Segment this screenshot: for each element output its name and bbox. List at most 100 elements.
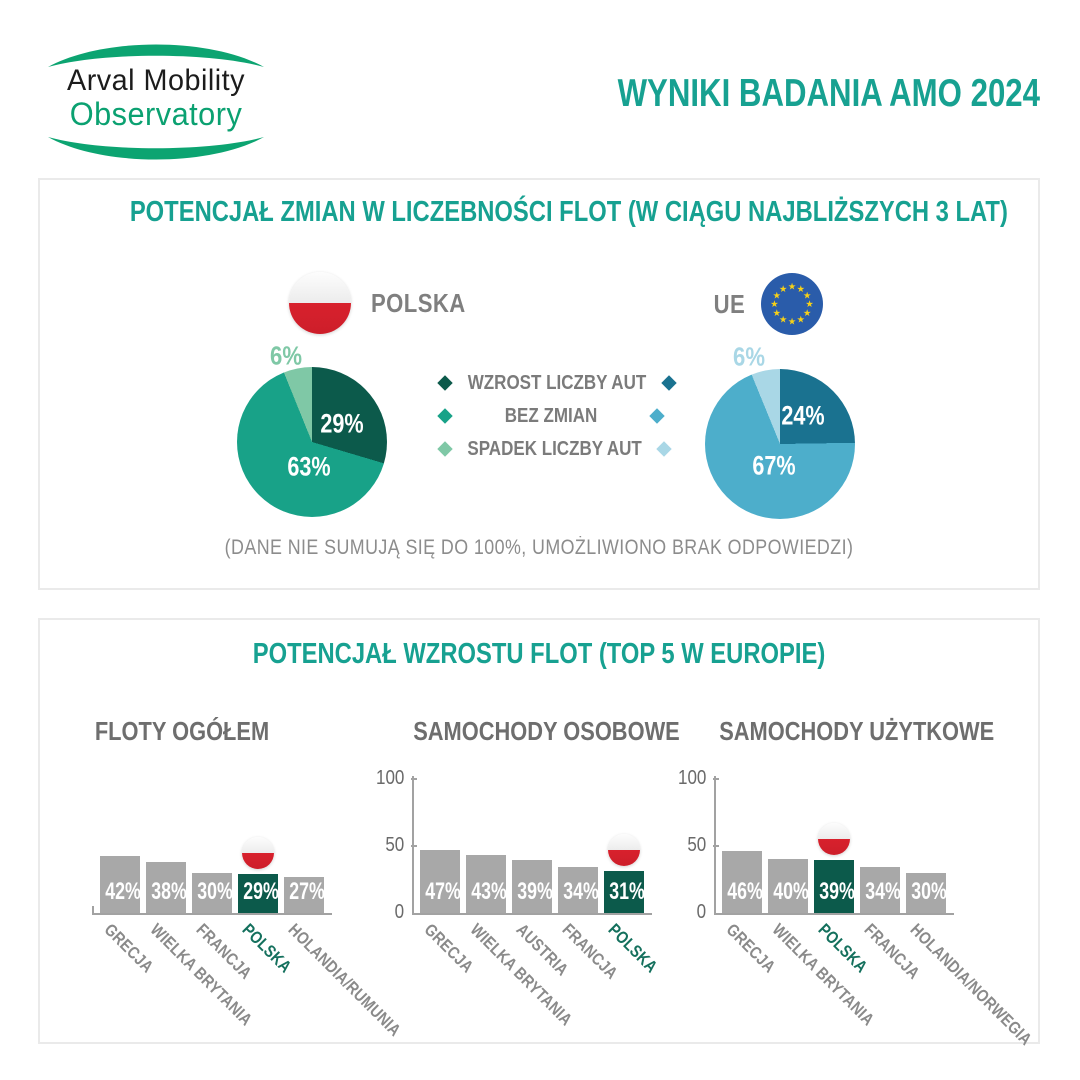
legend-diamond-poland-dark: [437, 375, 453, 391]
chart-title-floty-ogolem: FLOTY OGÓŁEM: [94, 716, 270, 746]
arval-mobility-observatory-logo: Arval Mobility Observatory: [40, 40, 272, 164]
panel-fleet-change-potential: POTENCJAŁ ZMIAN W LICZEBNOŚCI FLOT (W CI…: [38, 178, 1040, 590]
page-title: WYNIKI BADANIA AMO 2024: [617, 72, 1040, 115]
x-label: GRECJA: [420, 920, 478, 977]
svg-text:★: ★: [773, 308, 781, 319]
panel2-title: POTENCJAŁ WZROSTU FLOT (TOP 5 W EUROPIE): [252, 638, 826, 670]
poland-label: POLSKA: [371, 287, 466, 318]
chart-title-samochody-osobowe: SAMOCHODY OSOBOWE: [413, 716, 680, 746]
eu-label: UE: [713, 288, 746, 319]
y-tick-label: 100: [375, 767, 404, 789]
bar-value-label: 34%: [865, 878, 901, 905]
bar-value-label: 39%: [517, 878, 553, 905]
pie-legend: WZROST LICZBY AUT BEZ ZMIAN SPADEK LICZB…: [437, 370, 677, 469]
y-tick-label: 100: [677, 767, 706, 789]
legend-diamond-eu-light: [656, 441, 672, 457]
bar-wielka-brytania: 40%: [768, 859, 809, 913]
legend-row: WZROST LICZBY AUT: [437, 370, 677, 396]
logo-arcs-icon: [48, 44, 264, 160]
bar-value-label: 47%: [425, 878, 461, 905]
bar-value-label: 34%: [563, 878, 599, 905]
pie-eu-outside-value: 6%: [733, 341, 765, 372]
svg-text:★: ★: [806, 299, 814, 310]
bar-holandia-rumunia: 27%: [284, 876, 325, 913]
legend-row: BEZ ZMIAN: [437, 403, 665, 429]
bar-chart-samochody-uzytkowe: 100 50 0 46% 40% 39% 34% 30%: [678, 768, 954, 922]
bar-polska: 29%: [238, 836, 279, 913]
bars-group: 46% 40% 39% 34% 30%: [722, 823, 947, 913]
axis-tick: [92, 906, 94, 913]
bar-francja: 34%: [860, 867, 901, 913]
legend-row: SPADEK LICZBY AUT: [437, 436, 672, 462]
bar-francja: 34%: [558, 867, 599, 913]
svg-text:★: ★: [773, 290, 781, 301]
bar-grecja: 46%: [722, 850, 763, 913]
bar-chart-floty-ogolem: 42% 38% 30% 29% 27%: [92, 778, 332, 915]
pie-poland-outside-value: 6%: [270, 340, 302, 371]
logo-text-line1: Arval Mobility: [67, 64, 245, 97]
svg-text:★: ★: [797, 314, 805, 325]
pie-chart-poland: 29% 63%: [237, 367, 387, 517]
y-tick-label: 50: [385, 834, 404, 856]
axis-tick: [411, 845, 417, 847]
bar-wielka-brytania: 43%: [466, 854, 507, 913]
bar-polska: 39%: [814, 823, 855, 913]
svg-text:★: ★: [797, 284, 805, 295]
x-label: GRECJA: [100, 920, 158, 977]
pie-poland-segment-value: 29%: [320, 408, 364, 439]
x-axis-line: [412, 913, 652, 915]
x-label: HOLANDIA/NORWEGIA: [906, 920, 1036, 1050]
svg-text:★: ★: [779, 314, 787, 325]
svg-text:★: ★: [803, 308, 811, 319]
svg-text:★: ★: [770, 299, 778, 310]
bar-value-label: 38%: [151, 878, 187, 905]
bar-value-label: 30%: [197, 878, 233, 905]
bars-group: 42% 38% 30% 29% 27%: [100, 836, 325, 913]
y-tick-label: 0: [394, 901, 404, 923]
pie-eu-segment-value: 67%: [752, 450, 796, 481]
bar-wielka-brytania: 38%: [146, 861, 187, 913]
legend-diamond-poland-light: [437, 441, 453, 457]
legend-diamond-eu-mid: [649, 408, 665, 424]
bar-value-label: 40%: [773, 878, 809, 905]
panel1-title: POTENCJAŁ ZMIAN W LICZEBNOŚCI FLOT (W CI…: [129, 196, 1008, 228]
svg-text:★: ★: [788, 317, 796, 328]
x-axis-line: [92, 913, 332, 915]
x-label: GRECJA: [722, 920, 780, 977]
bar-value-label: 31%: [609, 878, 645, 905]
bar-value-label: 27%: [289, 878, 325, 905]
x-axis-line: [714, 913, 954, 915]
axis-tick: [713, 845, 719, 847]
legend-diamond-poland-mid: [437, 408, 453, 424]
eu-flag-icon: ★ ★ ★★ ★★ ★★ ★★ ★★: [761, 273, 824, 335]
legend-label: BEZ ZMIAN: [504, 404, 598, 427]
bar-value-label: 43%: [471, 878, 507, 905]
bar-value-label: 29%: [243, 878, 279, 905]
poland-header-group: POLSKA: [289, 272, 482, 334]
y-tick-label: 0: [696, 901, 706, 923]
legend-label: SPADEK LICZBY AUT: [467, 437, 642, 460]
pie-eu-segment-value: 24%: [781, 400, 825, 431]
svg-text:★: ★: [803, 290, 811, 301]
bar-value-label: 42%: [105, 878, 141, 905]
poland-flag-icon: [289, 272, 351, 334]
bar-value-label: 30%: [911, 878, 947, 905]
bar-austria: 39%: [512, 860, 553, 913]
bar-grecja: 47%: [420, 849, 461, 913]
pie-poland-segment-value: 63%: [287, 451, 331, 482]
axis-tick: [713, 778, 719, 780]
svg-text:★: ★: [788, 282, 796, 293]
bar-polska: 31%: [604, 834, 645, 913]
poland-flag-icon: [608, 834, 640, 867]
axis-tick: [411, 778, 417, 780]
bar-chart-samochody-osobowe: 100 50 0 47% 43% 39% 34% 31%: [376, 768, 652, 922]
bar-francja: 30%: [192, 872, 233, 913]
bars-group: 47% 43% 39% 34% 31%: [420, 834, 645, 913]
eu-header-group: UE ★ ★ ★ ★ ★ ★ ★ ★ ★ ★ ★ ★: [708, 273, 824, 335]
x-label: HOLANDIA/RUMUNIA: [284, 920, 405, 1041]
pie-chart-eu: 24% 67%: [705, 369, 855, 519]
poland-flag-icon: [818, 823, 850, 856]
y-tick-label: 50: [687, 834, 706, 856]
chart-title-samochody-uzytkowe: SAMOCHODY UŻYTKOWE: [719, 716, 995, 746]
